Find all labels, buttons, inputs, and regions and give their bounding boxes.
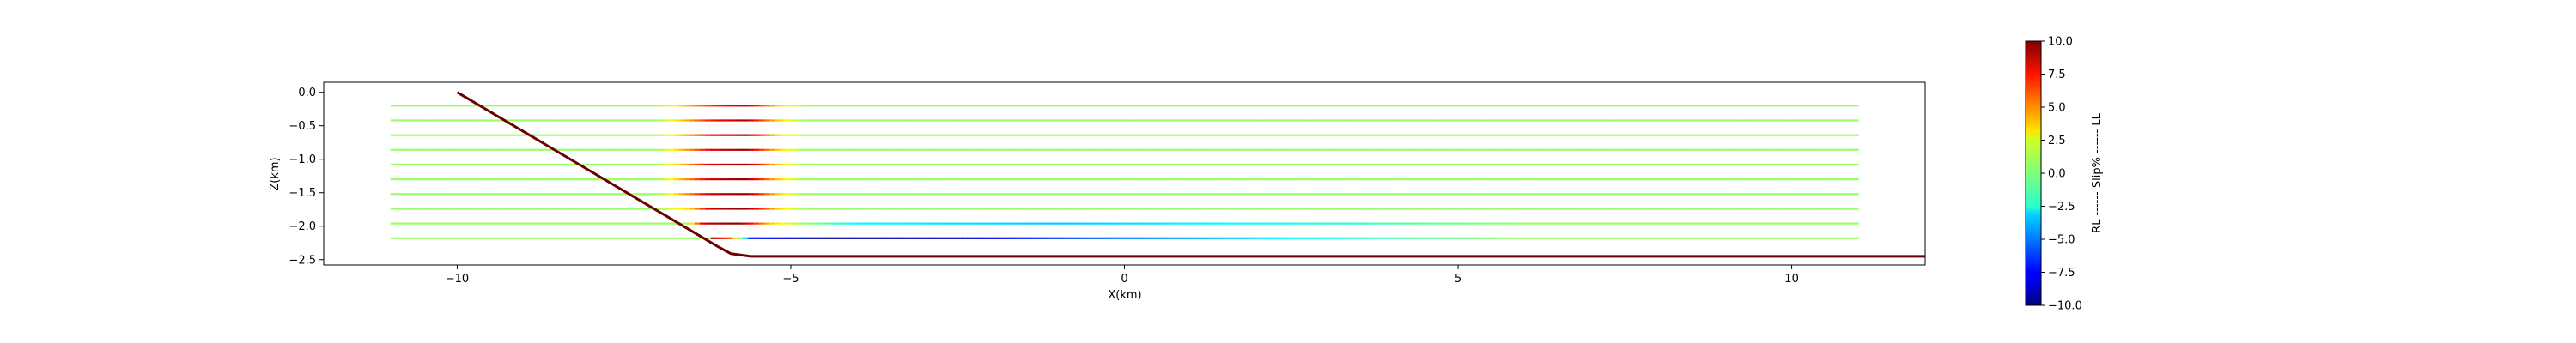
y-axis-label: Z(km) [269, 157, 282, 190]
colorbar-tick-label: 5.0 [2048, 102, 2066, 115]
y-tick-label: −2.5 [289, 254, 316, 267]
colorbar-label: RL ------ Slip% ------ LL [2091, 112, 2104, 232]
colorbar-tick-label: 0.0 [2048, 168, 2066, 181]
colorbar: 10.0 7.5 5.0 2.5 0.0 −2.5 −5.0 −7.5 −10.0 RL ---… [2025, 36, 2104, 313]
fault-trace [456, 91, 1925, 258]
x-tick-label: 10 [1784, 273, 1799, 286]
slip-lines-group [390, 105, 1859, 239]
y-tick-label: 0.0 [298, 87, 316, 99]
colorbar-tick-label: −7.5 [2048, 267, 2075, 280]
colorbar-gradient [2025, 40, 2042, 306]
colorbar-tick-label: −5.0 [2048, 234, 2075, 247]
y-tick-label: −1.0 [289, 153, 316, 166]
colorbar-tick-label: 10.0 [2048, 36, 2073, 49]
y-axis: 0.0 −0.5 −1.0 −1.5 −2.0 −2.5 [289, 87, 324, 267]
colorbar-tick-label: 2.5 [2048, 135, 2066, 147]
colorbar-tick-label: 7.5 [2048, 69, 2066, 81]
x-tick-label: −10 [446, 273, 469, 286]
x-tick-label: 5 [1455, 273, 1461, 286]
x-axis: −10 −5 0 5 10 [446, 265, 1799, 286]
colorbar-ticks: 10.0 7.5 5.0 2.5 0.0 −2.5 −5.0 −7.5 −10.0 [2041, 36, 2082, 313]
x-tick-label: 0 [1121, 273, 1127, 286]
x-tick-label: −5 [782, 273, 799, 286]
y-tick-label: −2.0 [289, 220, 316, 233]
colorbar-tick-label: −2.5 [2048, 201, 2075, 214]
main-axes: −10 −5 0 5 10 0.0−0.5−1.0−1.5−2.0−2.5 X(km) … [269, 81, 1926, 302]
y-tick-label: −1.5 [289, 187, 316, 200]
y-tick-label: −0.5 [289, 120, 316, 133]
x-axis-label: X(km) [1108, 289, 1141, 302]
fault-trace-group [456, 91, 1925, 258]
colorbar-tick-label: −10.0 [2048, 300, 2082, 313]
